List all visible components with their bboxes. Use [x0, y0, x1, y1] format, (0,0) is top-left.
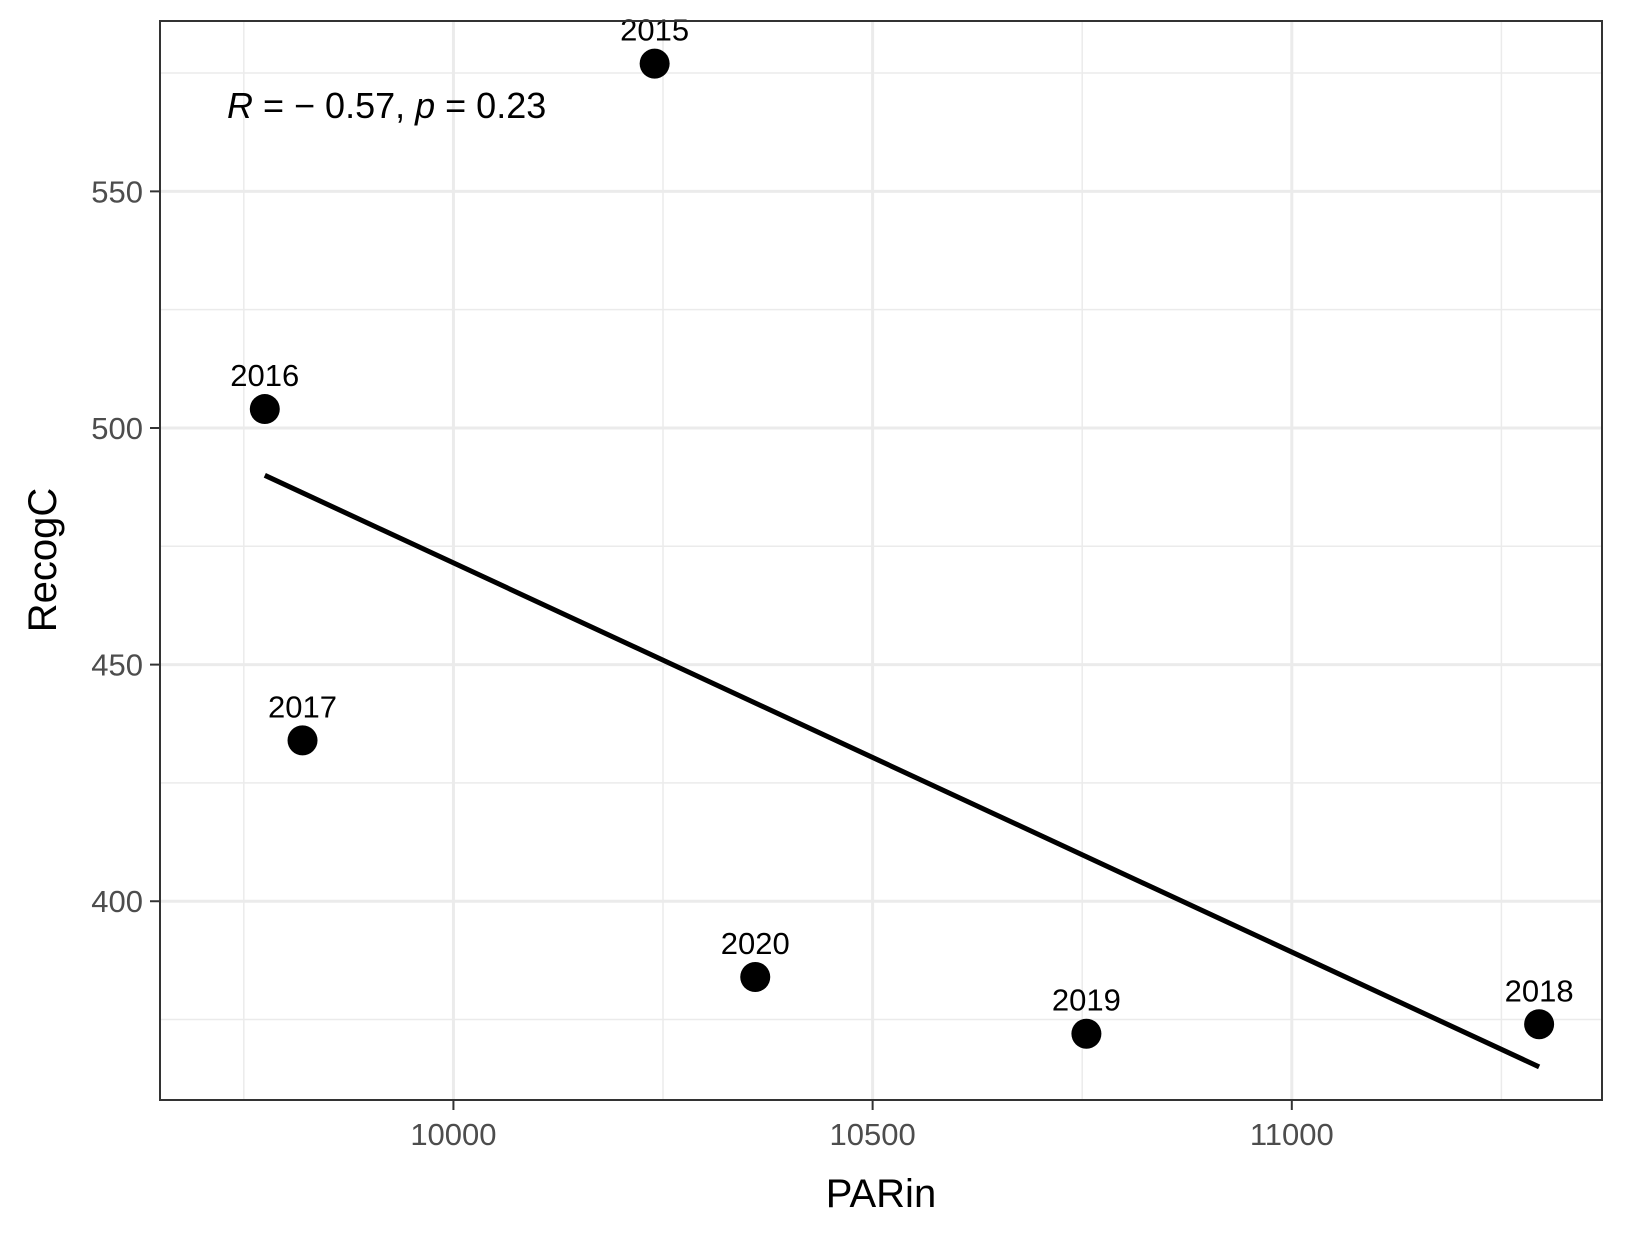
data-point-2020	[740, 961, 771, 992]
data-points	[249, 48, 1555, 1049]
y-tick-label: 400	[91, 884, 143, 919]
r-value-text: = − 0.57,	[253, 85, 415, 126]
p-value-text: = 0.23	[435, 85, 546, 126]
plot-panel-border	[159, 20, 1603, 1101]
point-labels: 2015 2016 2017 2020 2019 2018	[230, 13, 1573, 1018]
y-tick-label: 550	[91, 174, 143, 209]
x-axis-title: PARin	[826, 1172, 936, 1216]
x-tick-label: 10000	[410, 1117, 496, 1152]
y-tick-label: 500	[91, 411, 143, 446]
y-tick-label: 450	[91, 648, 143, 683]
data-point-2019	[1071, 1018, 1102, 1049]
y-axis-title: RecogC	[21, 488, 65, 633]
point-label-2020: 2020	[721, 926, 790, 961]
point-label-2019: 2019	[1052, 983, 1121, 1018]
regression-line-group	[263, 473, 1541, 1070]
point-label-2018: 2018	[1505, 973, 1574, 1008]
p-symbol: p	[414, 85, 435, 126]
point-label-2015: 2015	[620, 13, 689, 48]
data-point-2018	[1524, 1009, 1555, 1040]
point-label-2016: 2016	[230, 358, 299, 393]
x-tick-label: 11000	[1250, 1117, 1334, 1152]
data-point-2017	[287, 725, 318, 756]
y-axis-ticks: 400 450 500 550	[91, 174, 160, 919]
data-point-2015	[639, 48, 670, 79]
plot-panel-background	[160, 21, 1602, 1100]
point-label-2017: 2017	[268, 689, 337, 724]
data-point-2016	[249, 394, 280, 425]
regression-line	[263, 473, 1541, 1070]
x-tick-label: 10500	[830, 1117, 916, 1152]
correlation-annotation: R = − 0.57, p = 0.23	[227, 85, 546, 126]
minor-gridlines	[160, 21, 1602, 1100]
r-symbol: R	[227, 85, 253, 126]
x-axis-ticks: 10000 10500 11000	[410, 1100, 1334, 1152]
